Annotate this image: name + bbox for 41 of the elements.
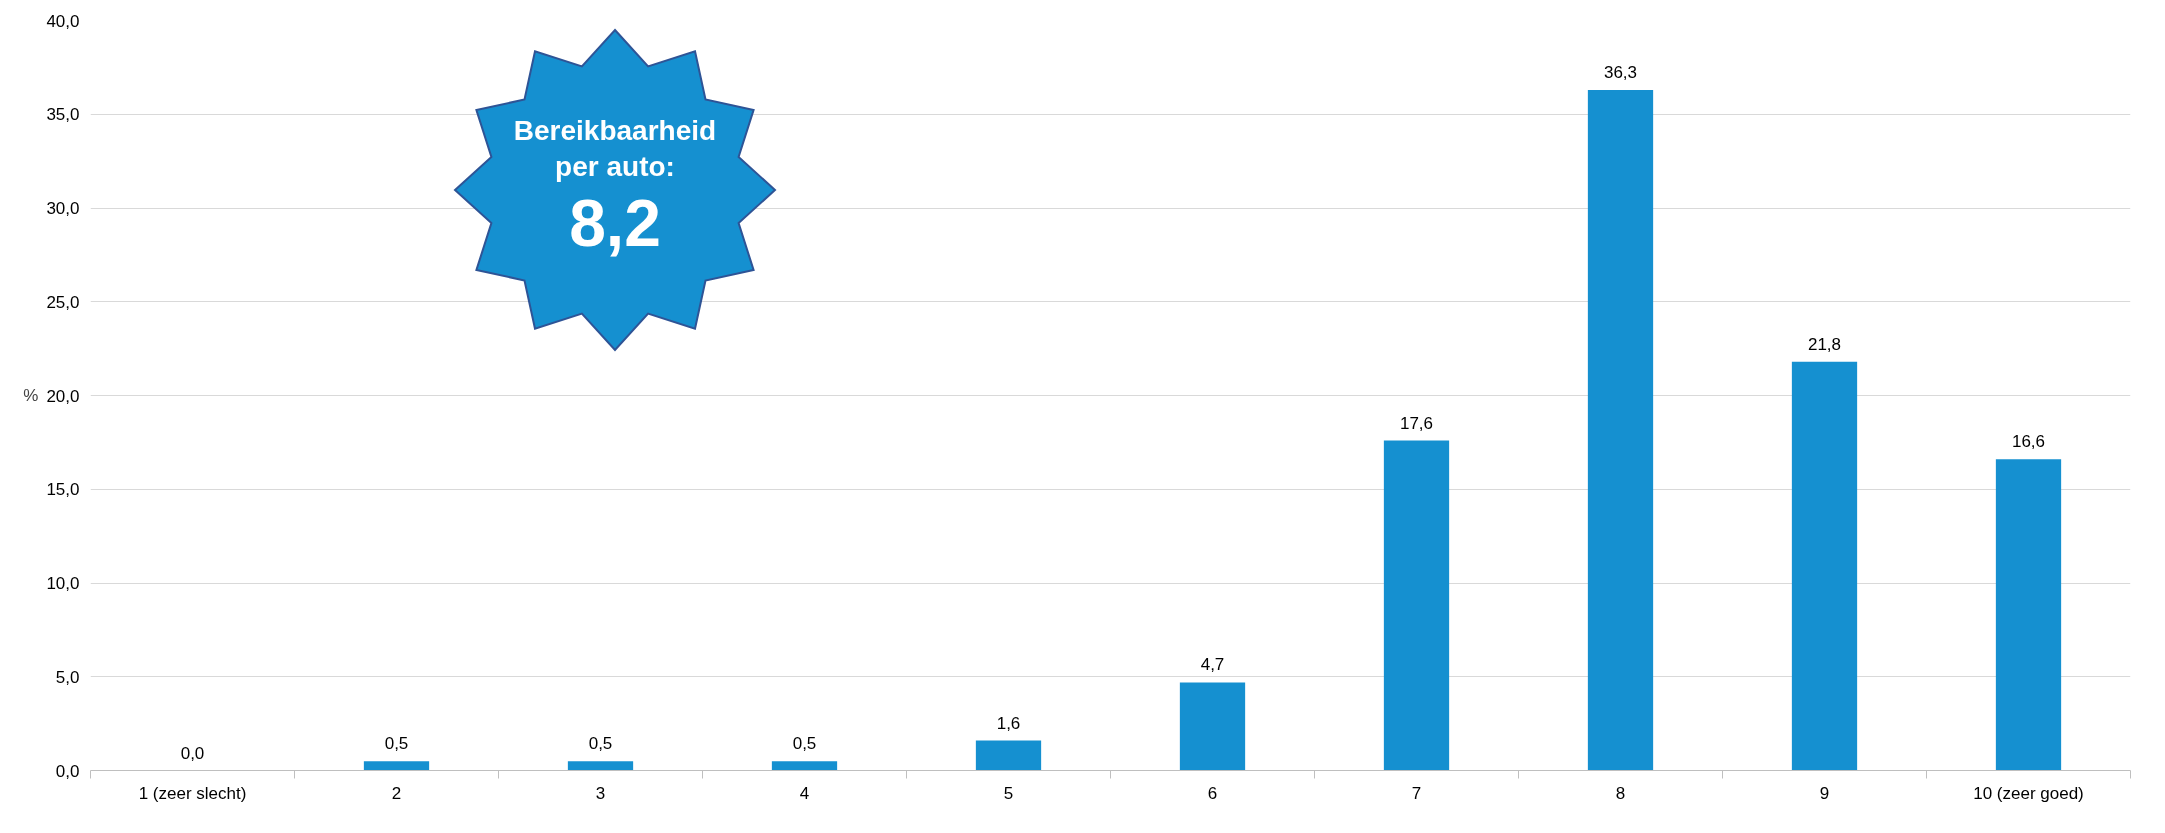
y-tick-label: 40,0 <box>46 11 80 31</box>
x-tick-label: 7 <box>1411 783 1422 803</box>
bar <box>1383 440 1450 771</box>
annotation: 8,2 <box>568 185 662 261</box>
x-tick-label: 3 <box>595 783 606 803</box>
bar <box>1179 682 1246 771</box>
data-label: 0,5 <box>792 734 817 754</box>
data-label: 0,0 <box>180 743 205 763</box>
y-tick-label: 30,0 <box>46 199 80 218</box>
bar <box>1587 89 1654 771</box>
x-tick-label: 1 (zeer slecht) <box>138 783 247 803</box>
data-label: 4,7 <box>1200 655 1225 675</box>
y-tick-label: 10,0 <box>46 574 80 593</box>
y-tick-label: 15,0 <box>46 480 80 500</box>
x-tick-label: 5 <box>1003 783 1014 803</box>
x-tick-label: 10 (zeer goed) <box>1973 783 2084 803</box>
bar <box>363 761 430 771</box>
data-label: 0,5 <box>588 734 613 754</box>
y-tick-label: 5,0 <box>55 667 80 687</box>
data-label: 1,6 <box>996 713 1021 733</box>
bar <box>1995 459 2062 771</box>
data-label: 17,6 <box>1399 413 1434 433</box>
y-axis-title: % <box>23 386 39 405</box>
y-tick-label: 0,0 <box>55 761 80 781</box>
annotation: Bereikbaarheid per auto: <box>512 114 718 184</box>
x-tick-label: 6 <box>1207 783 1218 803</box>
x-tick-label: 9 <box>1819 783 1830 803</box>
data-label: 36,3 <box>1603 62 1638 82</box>
y-tick-label: 35,0 <box>46 105 80 125</box>
data-label: 16,6 <box>2011 432 2046 452</box>
data-label: 0,5 <box>384 734 409 754</box>
bar <box>567 761 634 771</box>
bar <box>1791 361 1858 771</box>
bar <box>975 740 1042 771</box>
data-label: 21,8 <box>1807 334 1842 354</box>
y-tick-label: 25,0 <box>46 292 80 312</box>
x-tick-label: 8 <box>1615 783 1626 803</box>
bar <box>771 761 838 771</box>
y-tick-label: 20,0 <box>46 386 80 406</box>
x-tick-label: 4 <box>799 783 810 803</box>
x-tick-label: 2 <box>391 783 402 803</box>
